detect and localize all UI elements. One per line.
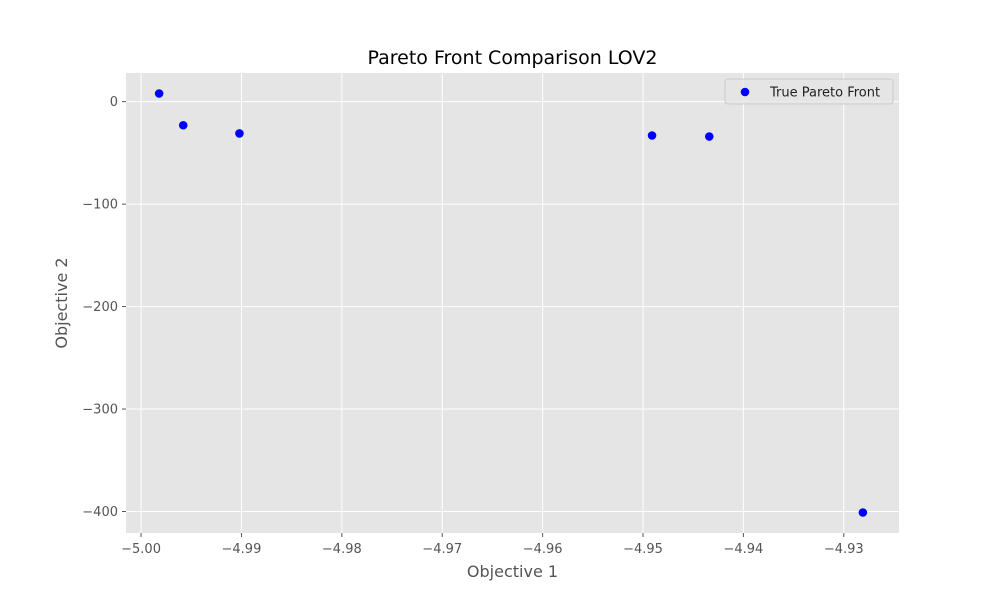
chart-title: Pareto Front Comparison LOV2 [368, 47, 658, 69]
y-tick-label: −200 [82, 300, 118, 315]
legend-label: True Pareto Front [769, 86, 880, 101]
x-tick-label: −4.96 [523, 542, 563, 557]
x-tick-label: −4.97 [422, 542, 462, 557]
y-axis-label: Objective 2 [52, 257, 71, 348]
x-tick-label: −4.99 [222, 542, 262, 557]
data-point [858, 508, 868, 517]
y-tick-label: 0 [110, 95, 118, 110]
legend: True Pareto Front [724, 78, 894, 105]
data-point [154, 89, 164, 98]
grid-lines [126, 73, 899, 533]
data-point [178, 120, 188, 130]
data-point [704, 132, 714, 141]
x-axis-label: Objective 1 [467, 562, 558, 581]
data-point [235, 129, 244, 138]
y-tick-label: −400 [82, 505, 118, 520]
legend-box [724, 78, 894, 105]
x-tick-label: −4.93 [824, 542, 864, 557]
x-tick-label: −4.98 [322, 542, 362, 557]
x-tick-label: −4.94 [723, 542, 763, 557]
x-tick-label: −4.95 [623, 542, 663, 557]
plot-area [126, 73, 899, 533]
data-point [647, 131, 657, 140]
y-tick-label: −100 [82, 198, 118, 213]
x-tick-label: −5.00 [121, 542, 161, 557]
legend-marker [740, 87, 750, 97]
y-tick-label: −300 [82, 403, 118, 418]
axis-ticks: −5.00 −4.99 −4.98 −4.97 −4.96 −4.95 −4.94 −4.93… [82, 95, 863, 557]
data-points [154, 89, 868, 517]
